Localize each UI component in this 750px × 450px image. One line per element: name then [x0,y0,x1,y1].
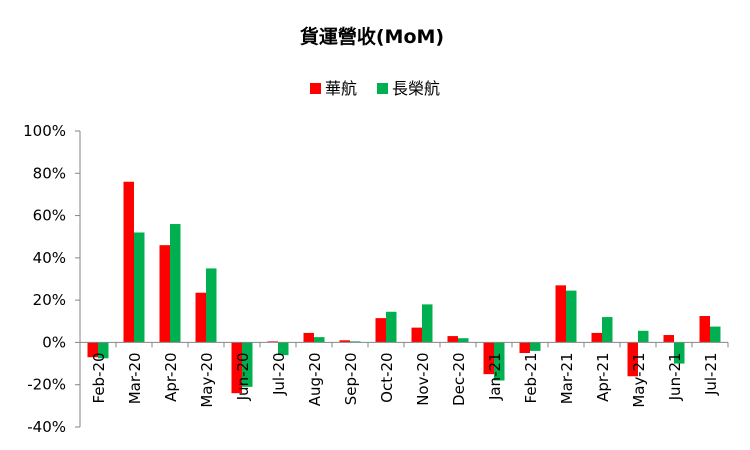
bar-series-1-Sep-20 [339,340,350,343]
x-tick-label: Jul-20 [270,352,288,396]
bar-series-2-Sep-20 [350,341,361,343]
bar-series-2-Apr-20 [170,224,181,343]
bars [87,181,721,394]
y-tick-label: 80% [33,164,66,182]
legend-label-series-2: 長榮航 [392,79,440,98]
bar-series-1-Dec-20 [447,336,458,343]
bar-series-2-Dec-20 [458,338,469,343]
legend-swatch-series-2 [377,83,388,94]
bar-series-2-Jun-20 [242,342,253,387]
bar-series-1-Feb-20 [87,342,98,358]
y-axis: -40% -20% 0% 20% 40% 60% 80% 100% [23,122,81,436]
chart-title: 貨運營收(MoM) [300,25,444,48]
bar-series-2-May-20 [206,268,217,343]
bar-series-2-Jun-21 [674,342,685,364]
bar-series-2-Jul-21 [710,326,721,343]
legend: 華航 長榮航 [310,79,440,98]
bar-series-1-Mar-20 [123,181,134,343]
bar-series-2-Mar-21 [566,290,577,343]
bar-series-1-May-21 [627,342,638,377]
x-tick-label: May-21 [630,352,648,407]
x-tick-label: Mar-20 [126,352,144,404]
bar-series-2-Feb-21 [530,342,541,351]
x-tick-label: Apr-20 [162,352,180,402]
x-tick-label: Sep-20 [342,352,360,405]
x-tick-label: Dec-20 [450,352,468,406]
y-tick-label: 100% [23,122,66,140]
x-tick-label: Feb-20 [90,352,108,403]
bar-series-2-Mar-20 [134,232,145,343]
bar-series-1-Jun-20 [231,342,242,394]
legend-swatch-series-1 [310,83,321,94]
y-tick-label: 40% [33,249,66,267]
y-tick-label: -40% [27,418,66,436]
bar-series-2-Feb-20 [98,342,109,359]
bar-series-1-Oct-20 [375,318,386,343]
x-tick-label: Apr-21 [594,352,612,402]
x-tick-label: Jul-21 [702,352,720,396]
bar-series-2-Aug-20 [314,337,325,343]
legend-label-series-1: 華航 [325,79,357,98]
y-tick-label: 20% [33,291,66,309]
bar-series-2-Nov-20 [422,304,433,343]
bar-series-1-Feb-21 [519,342,530,353]
y-tick-label: 0% [42,333,66,351]
x-tick-label: Jan-21 [486,352,504,401]
x-tick-label: Aug-20 [306,352,324,406]
bar-series-2-Jul-20 [278,342,289,356]
bar-series-1-Jul-20 [267,341,278,343]
bar-series-1-Jun-21 [663,335,674,343]
x-tick-label: Nov-20 [414,352,432,405]
bar-series-1-Apr-20 [159,245,170,343]
x-tick-label: Jun-20 [234,352,252,401]
x-axis: Feb-20 Mar-20 Apr-20 May-20 Jun-20 Jul-20 Aug-… [79,341,729,408]
x-tick-label: Feb-21 [522,352,540,403]
y-tick-label: -20% [27,376,66,394]
bar-series-1-May-20 [195,292,206,343]
x-tick-label: May-20 [198,352,216,407]
bar-series-1-Apr-21 [591,332,602,343]
x-tick-label: Mar-21 [558,352,576,404]
bar-series-2-Apr-21 [602,317,613,343]
y-tick-label: 60% [33,207,66,225]
bar-series-2-Jan-21 [494,342,505,381]
bar-series-1-Mar-21 [555,285,566,343]
bar-series-1-Jan-21 [483,342,494,375]
bar-series-1-Aug-20 [303,332,314,343]
x-tick-label: Oct-20 [378,352,396,402]
bar-series-1-Nov-20 [411,327,422,343]
bar-series-2-Oct-20 [386,311,397,343]
bar-series-2-May-21 [638,330,649,343]
bar-series-1-Jul-21 [699,316,710,343]
x-tick-label: Jun-21 [666,352,684,401]
